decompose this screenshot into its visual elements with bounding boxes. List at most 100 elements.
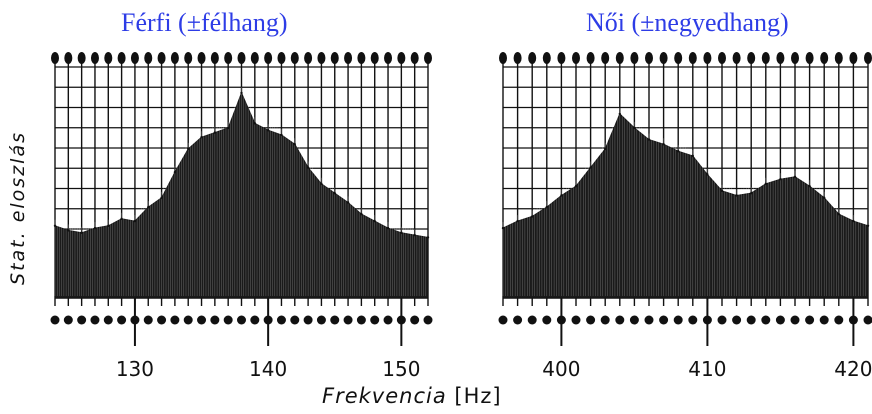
data-point [793, 175, 797, 179]
sprocket-dot-top [410, 52, 419, 64]
data-point [306, 166, 310, 169]
sprocket-dot-bottom [571, 315, 581, 325]
sprocket-dot-top [834, 52, 843, 64]
data-point [133, 219, 137, 223]
sprocket-dot-top [304, 52, 313, 64]
sprocket-dot-bottom [276, 315, 286, 325]
data-point [808, 184, 811, 188]
sprocket-dot-bottom [600, 315, 610, 325]
data-point [80, 231, 83, 234]
sprocket-dot-top [357, 52, 366, 64]
sprocket-dot-bottom [103, 315, 113, 325]
data-point [120, 217, 123, 220]
chart-title-male: Férfi (±félhang) [121, 8, 288, 37]
sprocket-dot-bottom [170, 315, 180, 325]
sprocket-dot-top [630, 52, 639, 64]
x-tick-label: 420 [834, 357, 872, 381]
sprocket-dot-top [761, 52, 770, 64]
x-tick-label: 400 [542, 357, 580, 381]
sprocket-dot-top [330, 52, 339, 64]
sprocket-dot-top [747, 52, 756, 64]
data-point [160, 196, 163, 200]
series-area [54, 91, 429, 299]
data-point [266, 129, 270, 132]
sprocket-dot-bottom [542, 315, 552, 325]
sprocket-dot-bottom [143, 315, 153, 325]
sprocket-dot-bottom [790, 315, 800, 325]
sprocket-dot-bottom [117, 315, 127, 325]
sprocket-dot-bottom [183, 315, 193, 325]
sprocket-dot-top [732, 52, 741, 64]
data-point [93, 226, 97, 230]
sprocket-dot-top [144, 52, 153, 64]
data-point [852, 219, 855, 223]
x-axis-label-unit: [Hz] [454, 384, 502, 408]
data-point [360, 212, 363, 216]
sprocket-dot-top [384, 52, 393, 64]
data-point [253, 122, 257, 125]
data-point [53, 224, 57, 227]
sprocket-dot-bottom [370, 315, 380, 325]
data-point [823, 196, 826, 200]
sprocket-dot-bottom [732, 315, 742, 325]
sprocket-dot-top [528, 52, 537, 64]
sprocket-dot-bottom [659, 315, 669, 325]
x-axis-label-name: Frekvencia [322, 384, 447, 408]
sprocket-dot-top [776, 52, 785, 64]
data-point [386, 226, 390, 230]
sprocket-dot-top [864, 52, 872, 64]
sprocket-dot-bottom [615, 315, 625, 325]
sprocket-dot-top [224, 52, 233, 64]
data-point [837, 212, 840, 216]
data-point [574, 184, 578, 188]
sprocket-dot-top [645, 52, 653, 64]
data-point [280, 133, 283, 137]
data-point [200, 136, 203, 139]
sprocket-dot-top [197, 52, 206, 64]
data-point [706, 173, 709, 176]
sprocket-dot-top [64, 52, 73, 64]
data-point [633, 126, 636, 130]
x-tick-label: 150 [382, 357, 420, 381]
sprocket-dot-bottom [343, 315, 353, 325]
sprocket-dot-top [791, 52, 799, 64]
sprocket-dot-top [703, 52, 712, 64]
data-point [604, 147, 607, 151]
sprocket-dot-top [615, 52, 624, 64]
sprocket-dot-bottom [629, 315, 639, 325]
sprocket-dot-bottom [673, 315, 683, 325]
sprocket-dot-bottom [498, 315, 508, 325]
sprocket-dot-top [117, 52, 126, 64]
data-point [647, 138, 651, 141]
data-point [320, 182, 323, 186]
sprocket-dot-bottom [90, 315, 100, 325]
sprocket-dot-top [688, 52, 697, 64]
data-point [779, 177, 782, 181]
data-point [187, 147, 190, 151]
sprocket-dot-top [370, 52, 379, 64]
chart-panel-1: 400 410 420 [498, 52, 872, 381]
sprocket-dot-top [51, 52, 59, 64]
sprocket-dot-top [542, 52, 551, 64]
data-point [67, 229, 70, 232]
data-point [750, 191, 753, 195]
sprocket-dot-bottom [863, 315, 872, 325]
sprocket-dot-top [130, 52, 139, 64]
sprocket-dot-top [264, 52, 273, 64]
sprocket-dot-top [586, 52, 595, 64]
data-point [691, 154, 694, 158]
data-point [764, 182, 767, 186]
sprocket-dot-bottom [527, 315, 537, 325]
data-point [173, 170, 177, 174]
data-point [400, 231, 403, 234]
sprocket-dot-bottom [197, 315, 207, 325]
x-tick-label: 130 [116, 357, 154, 381]
sprocket-dot-bottom [383, 315, 393, 325]
sprocket-dot-top [674, 52, 683, 64]
data-point [373, 219, 376, 223]
data-point [147, 205, 150, 209]
sprocket-dot-bottom [644, 315, 654, 325]
sprocket-dot-bottom [157, 315, 167, 325]
sprocket-dot-top [317, 52, 326, 64]
